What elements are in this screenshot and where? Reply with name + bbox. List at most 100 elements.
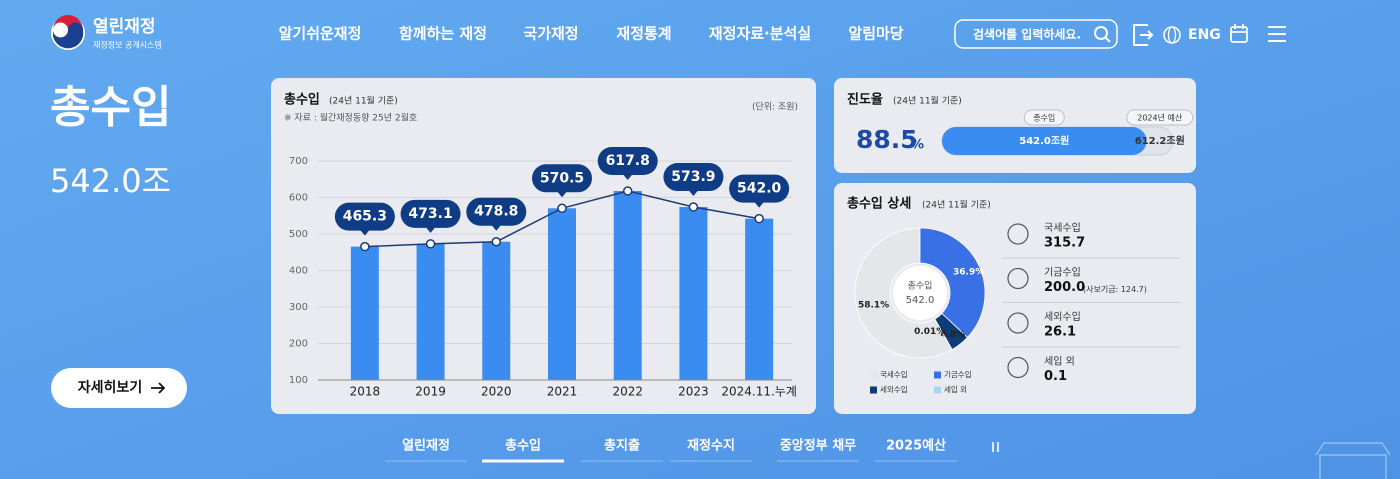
series-name: 2024년 예산: [1137, 113, 1183, 123]
tab[interactable]: 총수입: [505, 438, 541, 454]
nav-item[interactable]: 알림마당: [848, 25, 903, 43]
pie-slice: [934, 318, 953, 351]
detail-amount: 200.0: [1044, 280, 1085, 295]
nav-item[interactable]: 재정자료·분석실: [709, 25, 811, 43]
chart-subtitle: (24년 11월 기준): [329, 95, 398, 107]
detail-label: 세입 외: [1044, 355, 1075, 368]
nav-item[interactable]: 알기쉬운재정: [279, 25, 362, 43]
x-tick-label: 2019: [415, 385, 446, 399]
value-bubble-tail: [491, 224, 502, 231]
slice-label: 36.9%: [953, 267, 984, 277]
menu-icon[interactable]: [1268, 26, 1286, 42]
nav-item[interactable]: 함께하는 재정: [399, 25, 487, 43]
chart-source: ※ 자료 : 월간재정동향 25년 2월호: [284, 112, 417, 124]
store-illustration: [1315, 442, 1391, 479]
value-label: 473.1: [408, 206, 452, 222]
pie-slice: [854, 227, 953, 359]
slice-label: 4.8%: [940, 330, 965, 340]
value-label: 570.5: [540, 170, 584, 186]
chart-title: 진도율: [847, 92, 883, 108]
search-icon[interactable]: [1094, 26, 1108, 40]
detail-icon: [1007, 223, 1029, 245]
trend-point: [754, 213, 764, 224]
detail-icon: [1007, 267, 1029, 290]
x-tick-label: 2021: [547, 385, 578, 399]
value-label: 542.0: [737, 181, 782, 197]
bar: [548, 208, 576, 380]
hero-value: 542.0조: [50, 162, 171, 200]
bar: [613, 191, 642, 380]
tab[interactable]: 2025예산: [886, 438, 946, 454]
logo-subtitle: 재정정보 공개시스템: [93, 40, 162, 50]
search-placeholder[interactable]: 검색어를 입력하세요.: [973, 27, 1081, 42]
value-bubble: [334, 202, 395, 231]
globe-icon-inner: [1167, 26, 1177, 44]
nav-item[interactable]: 국가재정: [523, 25, 578, 43]
detail-button-label[interactable]: 자세히보기: [78, 379, 142, 396]
x-tick-label: 2024.11.누계: [721, 385, 797, 399]
detail-icon: [1007, 312, 1029, 334]
value-bubble: [663, 163, 724, 192]
legend-swatch: [934, 371, 941, 379]
language-toggle[interactable]: ENG: [1188, 27, 1221, 43]
calendar-icon[interactable]: [1230, 26, 1248, 43]
value-label: 478.8: [474, 204, 518, 220]
bar: [350, 246, 379, 380]
y-tick-label: 400: [289, 266, 308, 277]
series-value: 542.0조원: [1019, 134, 1069, 147]
center-label: 총수입: [908, 280, 933, 292]
detail-icon: [1007, 356, 1029, 379]
detail-note: (사보기금: 124.7): [1083, 285, 1147, 294]
trend-point: [360, 241, 370, 252]
detail-button[interactable]: [51, 368, 187, 408]
tab[interactable]: 재정수지: [687, 438, 735, 454]
detail-amount: 0.1: [1044, 369, 1067, 384]
value-label: 465.3: [343, 209, 387, 225]
trend-point: [557, 203, 567, 214]
login-icon[interactable]: [1133, 24, 1154, 46]
y-tick-label: 200: [289, 339, 308, 350]
detail-label: 국세수입: [1044, 221, 1081, 234]
pie-center: [893, 266, 947, 320]
value-label: 573.9: [671, 169, 715, 185]
value-bubble-tail: [754, 201, 765, 208]
search-box[interactable]: [954, 19, 1118, 49]
series-pill: [1126, 109, 1194, 126]
y-tick-label: 500: [289, 229, 308, 240]
value-bubble-tail: [359, 229, 370, 236]
revenue-fill: [942, 127, 1147, 155]
rate-value: 88.5: [856, 125, 918, 154]
legend-label: 세입 외: [944, 384, 967, 394]
calendar-icon-lines: [1231, 24, 1247, 33]
trend-point: [622, 186, 633, 196]
nav-item[interactable]: 재정통계: [616, 25, 671, 43]
x-tick-label: 2018: [350, 385, 381, 399]
chart-subtitle: (24년 11월 기준): [893, 95, 962, 107]
search-icon-handle: [1104, 36, 1111, 43]
legend-swatch: [934, 386, 941, 394]
bar: [416, 243, 445, 380]
y-tick-label: 700: [289, 156, 308, 167]
center-value: 542.0: [906, 295, 935, 306]
chart-title: 총수입: [284, 92, 320, 108]
series-name: 총수입: [1033, 114, 1055, 123]
value-bubble: [400, 199, 461, 228]
tab[interactable]: 총지출: [604, 438, 640, 454]
detail-label: 기금수입: [1044, 266, 1081, 279]
bar: [482, 241, 511, 380]
bar: [745, 218, 774, 380]
hero-title: 총수입: [50, 82, 171, 133]
logo-title[interactable]: 열린재정: [93, 17, 156, 37]
bar: [679, 207, 708, 380]
slice-label: 58.1%: [858, 301, 889, 311]
detail-label: 세외수입: [1044, 310, 1081, 323]
value-bubble-tail: [622, 174, 633, 181]
value-bubble-tail: [688, 190, 699, 197]
tab[interactable]: 중앙정부 채무: [780, 438, 856, 454]
pause-button[interactable]: [992, 442, 999, 452]
tab[interactable]: 열린재정: [402, 438, 450, 454]
detail-amount: 315.7: [1044, 236, 1085, 251]
value-bubble: [597, 147, 658, 176]
x-tick-label: 2023: [678, 385, 709, 399]
